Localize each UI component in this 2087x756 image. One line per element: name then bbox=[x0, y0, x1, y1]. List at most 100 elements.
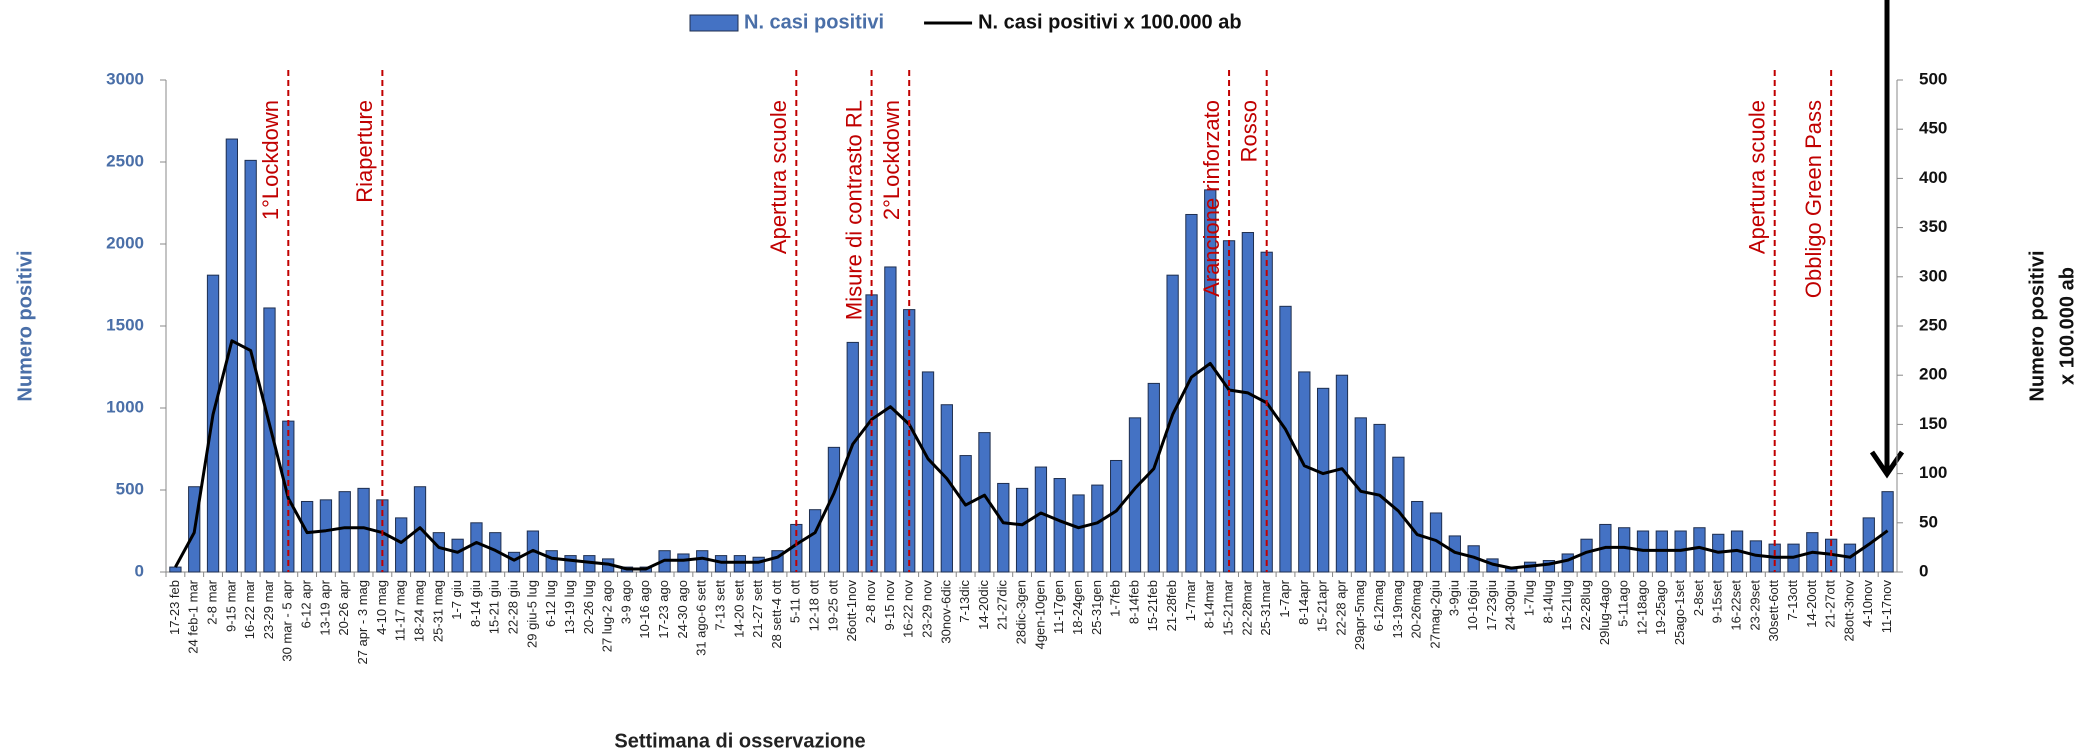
x-tick-label: 4gen-10gen bbox=[1032, 580, 1047, 649]
x-tick-label: 26ott-1nov bbox=[844, 580, 859, 642]
annotation-label: Arancione rinforzato bbox=[1199, 100, 1224, 297]
bar bbox=[1204, 189, 1217, 573]
bar bbox=[1298, 371, 1311, 573]
x-tick-label: 10-16 ago bbox=[637, 580, 652, 639]
x-tick-label: 28 sett-4 ott bbox=[769, 580, 784, 649]
x-tick-label: 21-28feb bbox=[1164, 580, 1179, 631]
x-tick-label: 5-11ago bbox=[1616, 580, 1631, 627]
y-tick-label: 2500 bbox=[106, 151, 144, 170]
bar bbox=[545, 550, 558, 573]
y2-tick-label: 450 bbox=[1919, 119, 1947, 138]
y-tick-label: 1500 bbox=[106, 315, 144, 334]
bar bbox=[752, 556, 765, 573]
bar bbox=[1147, 382, 1160, 573]
bar bbox=[940, 404, 953, 573]
bar bbox=[771, 550, 784, 573]
y-tick-label: 1000 bbox=[106, 397, 144, 416]
x-tick-label: 28ott-3nov bbox=[1841, 580, 1856, 642]
x-tick-label: 27 lug-2 ago bbox=[600, 580, 615, 652]
x-tick-label: 27mag-2giu bbox=[1427, 580, 1442, 649]
x-tick-label: 30nov-6dic bbox=[938, 580, 953, 644]
x-tick-label: 8-14mar bbox=[1202, 579, 1217, 628]
bar bbox=[1185, 213, 1198, 573]
bar bbox=[1053, 478, 1066, 573]
annotation-label: 2°Lockdown bbox=[879, 100, 904, 220]
x-tick-label: 25-31mar bbox=[1258, 579, 1273, 635]
x-tick-label: 1-7feb bbox=[1108, 580, 1123, 617]
bar bbox=[338, 491, 351, 573]
x-tick-label: 12-18 ott bbox=[807, 580, 822, 632]
annotation-label: Rosso bbox=[1237, 100, 1262, 162]
x-tick-label: 15-21feb bbox=[1145, 580, 1160, 631]
x-tick-label: 1-7lug bbox=[1522, 580, 1537, 616]
y2-axis-title: Numero positivi bbox=[2026, 250, 2048, 401]
annotation-label: Obbligo Green Pass bbox=[1801, 100, 1826, 298]
x-tick-label: 15-21lug bbox=[1559, 580, 1574, 631]
y2-tick-label: 350 bbox=[1919, 217, 1947, 236]
x-tick-label: 15-21mar bbox=[1220, 579, 1235, 635]
bar bbox=[395, 517, 408, 573]
y2-tick-label: 0 bbox=[1919, 561, 1928, 580]
x-tick-label: 20-26 lug bbox=[581, 580, 596, 634]
x-tick-label: 24 feb-1 mar bbox=[186, 579, 201, 653]
bar bbox=[1015, 487, 1029, 573]
bar bbox=[225, 138, 238, 573]
x-tick-label: 1-7 giu bbox=[449, 580, 464, 620]
x-tick-label: 22-28 apr bbox=[1333, 579, 1348, 635]
x-tick-label: 17-23 ago bbox=[656, 580, 671, 639]
bar bbox=[827, 446, 841, 573]
x-tick-label: 2-8set bbox=[1691, 580, 1706, 617]
bar bbox=[1392, 456, 1405, 573]
bar bbox=[1542, 560, 1556, 573]
x-tick-label: 8-14 giu bbox=[468, 580, 483, 627]
x-tick-label: 25ago-1set bbox=[1672, 580, 1687, 645]
x-tick-label: 16-22 mar bbox=[242, 579, 257, 639]
bar bbox=[470, 522, 483, 573]
annotation-label: 1°Lockdown bbox=[258, 100, 283, 220]
bar bbox=[808, 509, 822, 573]
x-tick-label: 11-17nov bbox=[1879, 580, 1894, 634]
x-tick-label: 16-22set bbox=[1729, 580, 1744, 631]
bar bbox=[244, 159, 257, 573]
x-tick-label: 23-29 nov bbox=[919, 580, 934, 638]
bar bbox=[169, 566, 182, 573]
x-tick-label: 25-31gen bbox=[1089, 580, 1104, 635]
y2-tick-label: 200 bbox=[1919, 365, 1947, 384]
x-tick-label: 21-27dic bbox=[995, 580, 1010, 630]
x-tick-label: 9-15 nov bbox=[882, 580, 897, 631]
bar bbox=[1316, 387, 1330, 573]
x-tick-label: 14-20dic bbox=[976, 580, 991, 630]
bar bbox=[884, 266, 897, 573]
x-tick-label: 18-24 mag bbox=[411, 580, 426, 642]
x-tick-label: 18-24gen bbox=[1070, 580, 1085, 635]
x-tick-label: 29lug-4ago bbox=[1597, 580, 1612, 645]
x-tick-label: 16-22 nov bbox=[901, 580, 916, 638]
x-tick-label: 17-23giu bbox=[1484, 580, 1499, 631]
bar bbox=[1241, 232, 1255, 573]
x-tick-label: 25-31 mag bbox=[430, 580, 445, 642]
y-axis-title: Numero positivi bbox=[14, 250, 36, 401]
y2-axis-title: x 100.000 ab bbox=[2056, 267, 2078, 385]
x-tick-label: 20-26 apr bbox=[336, 579, 351, 635]
x-tick-label: 28dic-3gen bbox=[1014, 580, 1029, 644]
y-tick-label: 0 bbox=[135, 561, 144, 580]
x-tick-label: 14-20ott bbox=[1804, 580, 1819, 628]
annotation-label: Apertura scuole bbox=[1745, 100, 1770, 254]
bar bbox=[1561, 553, 1574, 573]
legend-swatch bbox=[689, 14, 739, 32]
bar bbox=[696, 550, 709, 573]
x-tick-label: 6-12mag bbox=[1371, 580, 1386, 631]
y2-tick-label: 250 bbox=[1919, 315, 1947, 334]
x-tick-label: 22-28 giu bbox=[506, 580, 521, 634]
bar bbox=[300, 500, 314, 573]
x-tick-label: 17-23 feb bbox=[167, 580, 182, 635]
x-tick-label: 19-25 ott bbox=[825, 580, 840, 632]
y2-tick-label: 150 bbox=[1919, 414, 1947, 433]
x-tick-label: 24-30giu bbox=[1503, 580, 1518, 631]
x-tick-label: 4-10 mag bbox=[374, 580, 389, 635]
x-tick-label: 10-16giu bbox=[1465, 580, 1480, 631]
x-tick-label: 2-8 nov bbox=[863, 580, 878, 624]
line bbox=[174, 339, 1889, 571]
